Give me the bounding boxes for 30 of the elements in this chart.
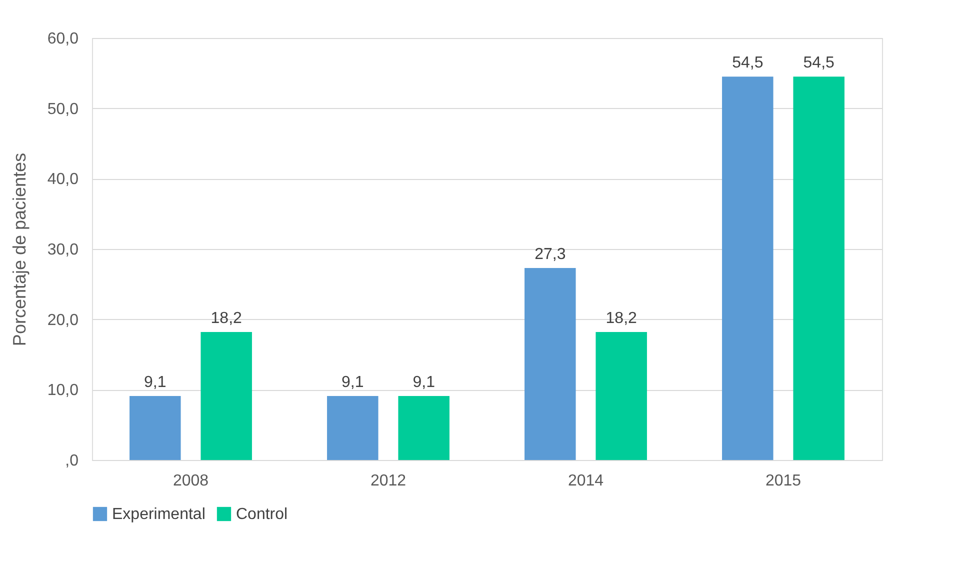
legend-label: Control [236,506,288,523]
y-tick-label: 20,0 [47,312,79,329]
x-tick-label: 2014 [568,472,604,490]
data-label: 54,5 [803,54,835,72]
x-tick-label: 2015 [765,472,802,490]
bar [524,268,576,460]
data-label: 54,5 [732,54,764,72]
y-tick-label: 30,0 [47,242,79,258]
legend-label: Experimental [112,506,206,523]
y-tick-label: ,0 [65,452,79,470]
bar [398,396,450,460]
bar [200,332,252,460]
bar [793,76,844,460]
bar [130,396,181,460]
data-label: 18,2 [606,310,638,327]
data-label: 18,2 [210,310,242,327]
data-label: 9,1 [412,374,436,391]
y-tick-label: 50,0 [47,100,79,118]
y-tick-label: 40,0 [47,171,79,188]
bar [722,76,774,460]
y-tick-label: 60,0 [47,30,79,48]
bar [596,332,647,460]
x-tick-label: 2008 [172,472,209,490]
data-label: 27,3 [534,246,566,263]
x-tick-label: 2012 [370,472,406,490]
data-label: 9,1 [342,374,364,391]
bar [327,396,378,460]
y-axis-title: Porcentaje de pacientes [9,152,30,346]
y-tick-label: 10,0 [47,382,79,400]
data-label: 9,1 [144,374,166,391]
